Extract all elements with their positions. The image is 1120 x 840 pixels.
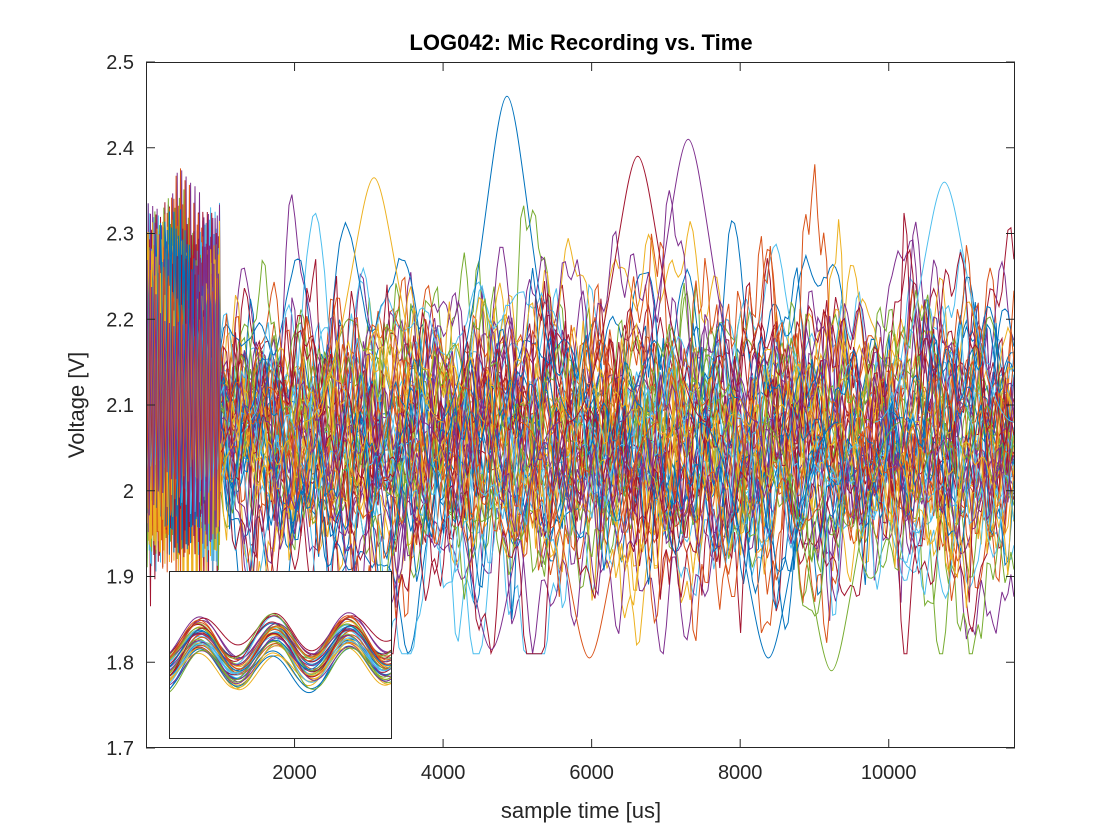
- y-axis-label: Voltage [V]: [64, 352, 89, 458]
- inset-series-line: [169, 618, 392, 665]
- y-tick-label: 2: [123, 481, 134, 503]
- series-extreme-line: [519, 421, 660, 659]
- inset-series-line: [169, 620, 392, 673]
- x-tick-label: 4000: [421, 762, 466, 784]
- inset-series-line: [169, 612, 392, 660]
- chart-title: LOG042: Mic Recording vs. Time: [409, 30, 752, 55]
- inset-series-line: [169, 642, 392, 691]
- y-tick-label: 1.8: [106, 652, 134, 674]
- series-extreme-line: [761, 421, 902, 672]
- inset-series-line: [169, 616, 392, 670]
- x-tick-label: 6000: [569, 762, 614, 784]
- x-tick-label: 10000: [861, 762, 917, 784]
- y-tick-label: 1.7: [106, 738, 134, 760]
- y-axis: 1.7 1.8 1.9 2 2.1 2.2 2.3 2.4 2.5: [106, 52, 1015, 760]
- series-line: [146, 264, 1015, 625]
- y-tick-label: 2.2: [106, 309, 134, 331]
- inset-series-line: [169, 613, 392, 661]
- inset-series-line: [169, 625, 392, 672]
- series-layer: [146, 95, 1015, 672]
- inset-series-line: [169, 624, 392, 678]
- x-axis-label: sample time [us]: [501, 798, 661, 823]
- series-extreme-line: [303, 177, 445, 423]
- inset-series-line: [169, 615, 392, 666]
- series-extreme-line: [421, 421, 562, 650]
- inset-frame: [169, 571, 392, 739]
- inset-series-layer: [169, 612, 392, 694]
- series-extreme-line: [567, 155, 708, 423]
- inset-series-line: [169, 636, 392, 686]
- series-extreme-line: [698, 421, 839, 659]
- y-tick-label: 2.3: [106, 224, 134, 246]
- y-tick-label: 2.5: [106, 52, 134, 74]
- series-extreme-line: [874, 181, 1015, 423]
- x-axis: 2000 4000 6000 8000 10000: [272, 62, 917, 784]
- series-extreme-line: [436, 95, 578, 423]
- inset-series-line: [169, 640, 392, 693]
- inset-plot: [169, 571, 392, 739]
- x-tick-label: 8000: [718, 762, 763, 784]
- plot-area: 2000 4000 6000 8000 10000 1.7 1.8 1.9 2 2.1 2.2 2.…: [106, 52, 1015, 784]
- series-extreme-line: [618, 138, 759, 423]
- inset-series-line: [169, 626, 392, 681]
- x-tick-label: 2000: [272, 762, 317, 784]
- series-line: [146, 238, 1015, 612]
- inset-series-line: [169, 622, 392, 666]
- series-line: [146, 245, 1015, 614]
- y-tick-label: 2.1: [106, 395, 134, 417]
- y-tick-label: 2.4: [106, 138, 134, 160]
- y-tick-label: 1.9: [106, 567, 134, 589]
- inset-series-line: [169, 630, 392, 678]
- inset-series-line: [169, 645, 392, 690]
